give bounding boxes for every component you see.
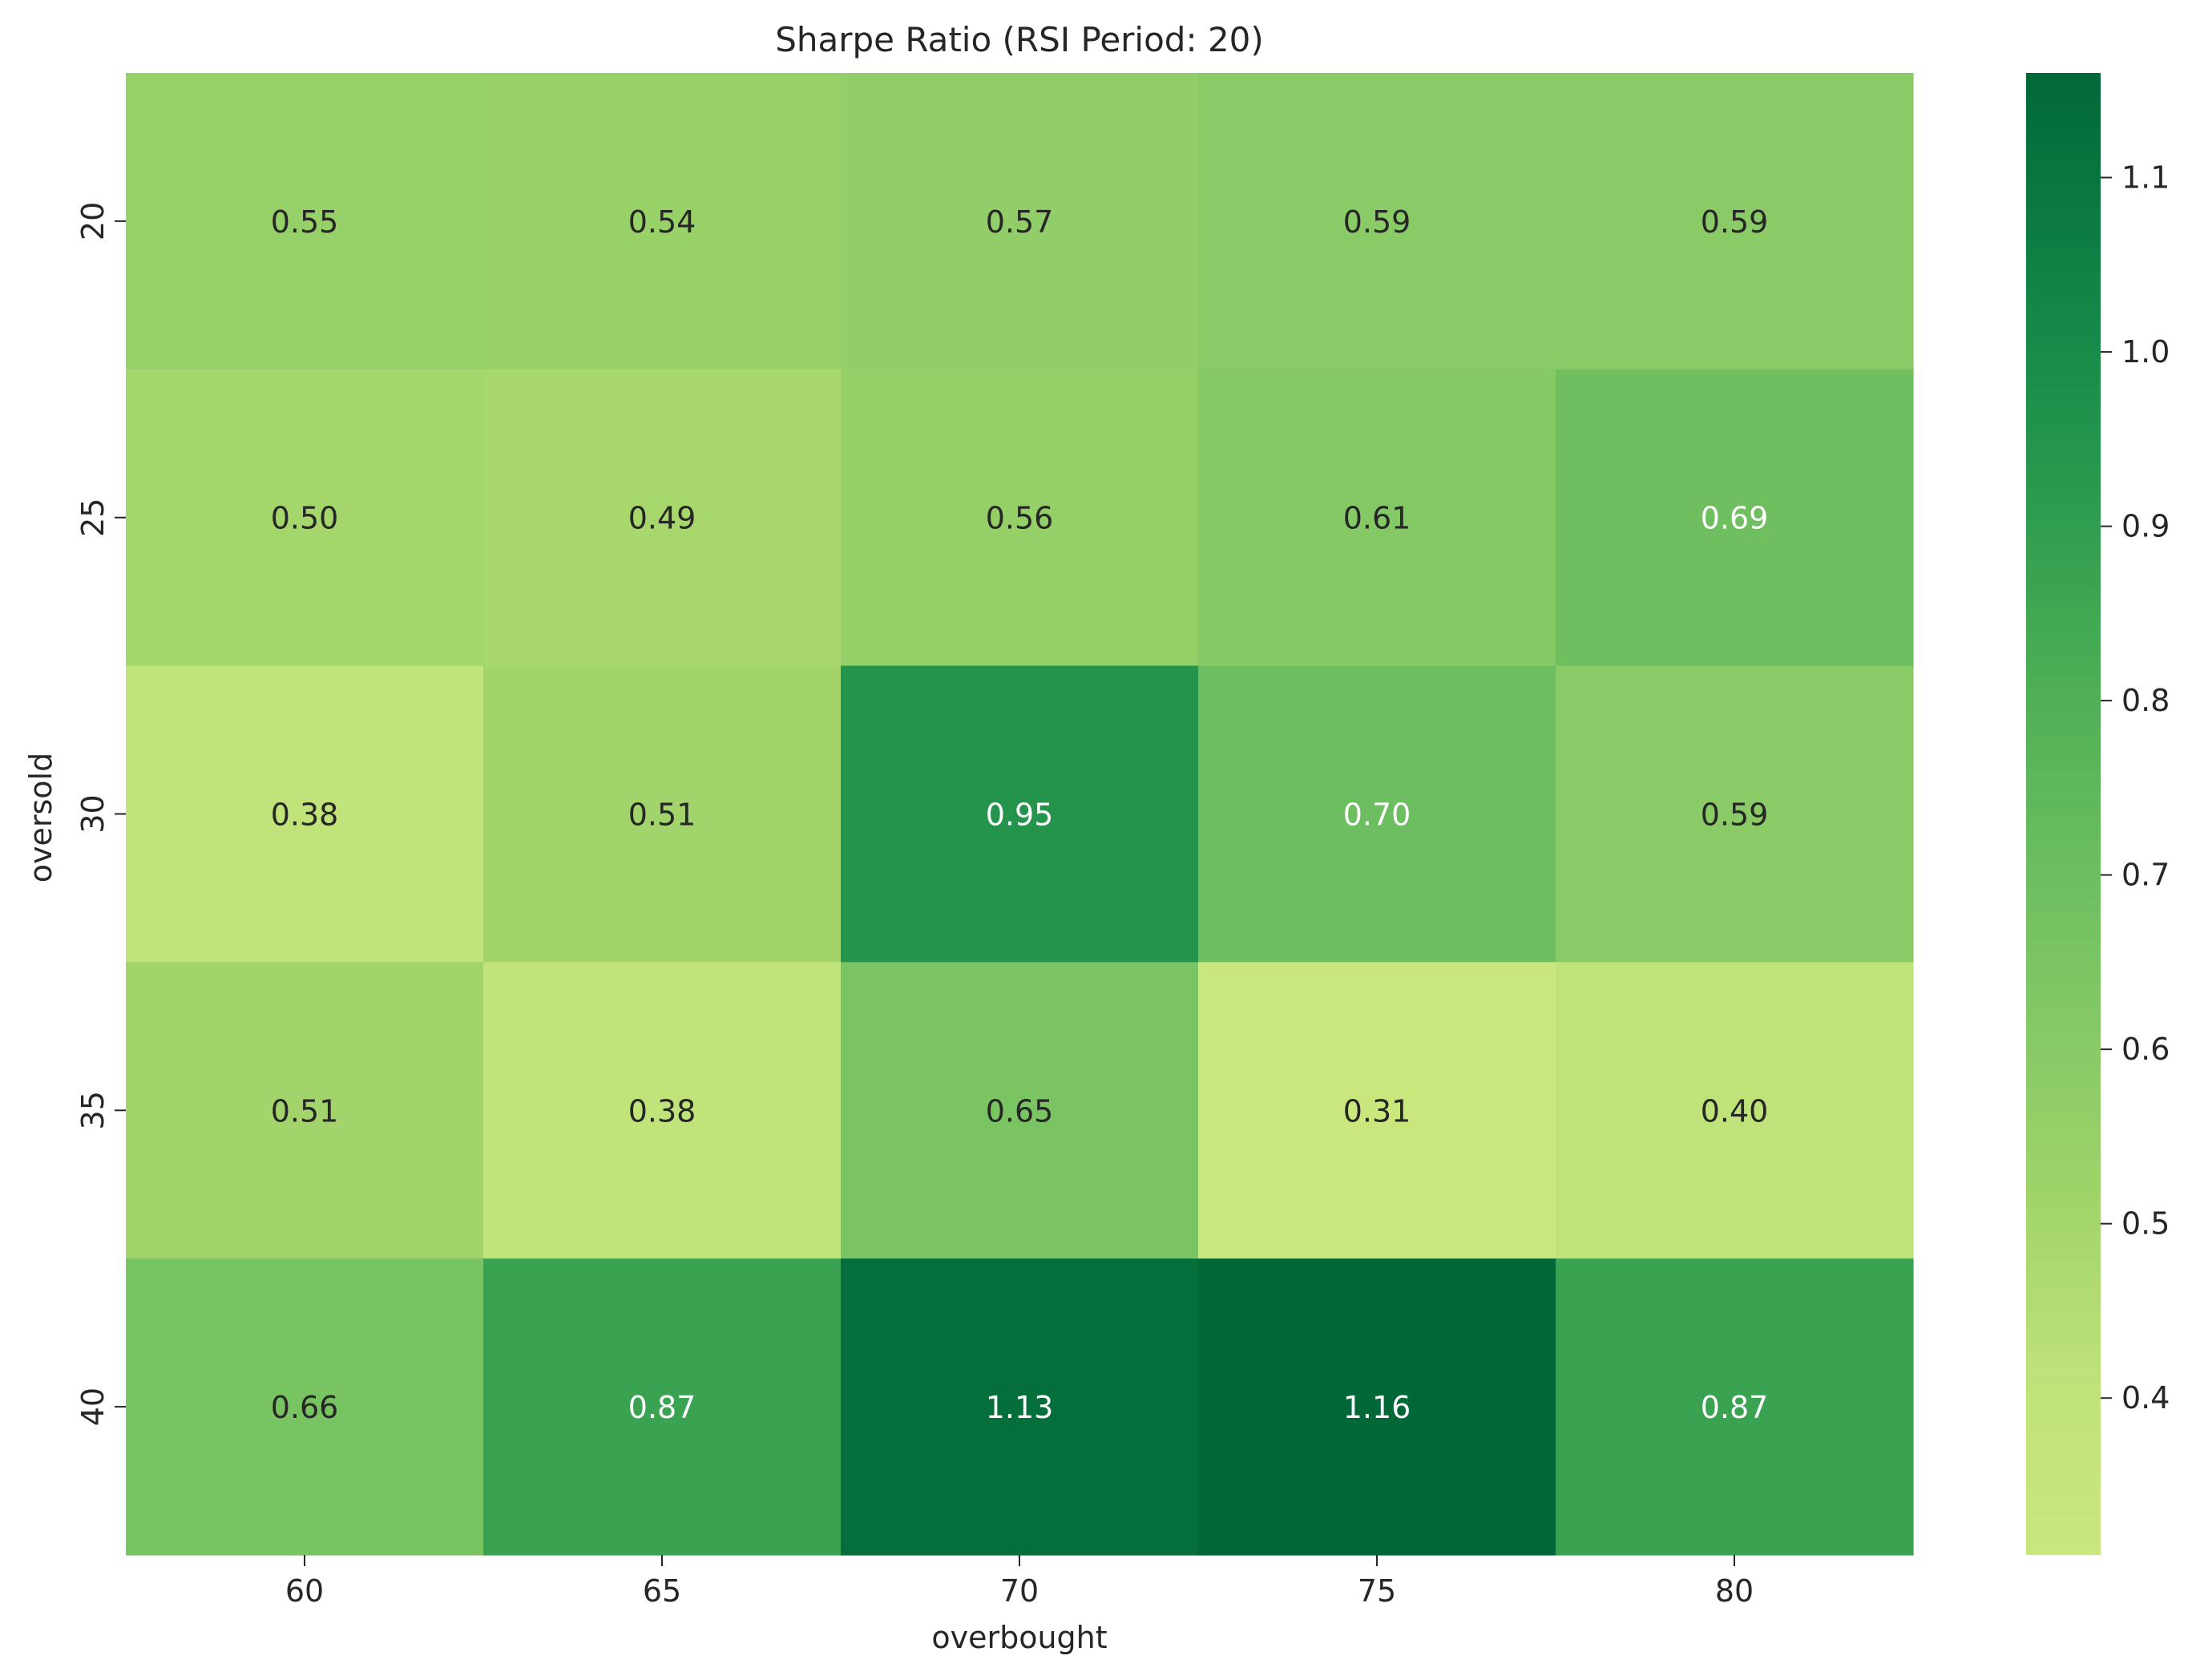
heatmap-cell bbox=[841, 665, 1199, 963]
heatmap-cell bbox=[841, 369, 1199, 667]
heatmap-cell bbox=[1556, 962, 1914, 1259]
heatmap-cell bbox=[483, 73, 842, 370]
colorbar-tick-label: 0.9 bbox=[2121, 509, 2170, 544]
heatmap-cell bbox=[483, 369, 842, 667]
heatmap-cell bbox=[1198, 1258, 1556, 1556]
heatmap-cell bbox=[126, 665, 484, 963]
cell-value-label: 0.61 bbox=[1343, 501, 1411, 536]
cell-value-label: 0.38 bbox=[628, 1093, 696, 1129]
y-axis: 20 25 30 35 40 bbox=[75, 202, 126, 1426]
cell-value-label: 0.95 bbox=[986, 798, 1054, 833]
cell-value-label: 0.59 bbox=[1701, 204, 1769, 240]
cell-value-label: 0.59 bbox=[1343, 204, 1411, 240]
heatmap-cell bbox=[1198, 962, 1556, 1259]
cell-value-label: 0.87 bbox=[1701, 1390, 1769, 1425]
y-tick-label: 30 bbox=[75, 794, 111, 833]
y-tick-label: 20 bbox=[75, 202, 111, 240]
heatmap-cell bbox=[1556, 73, 1914, 370]
heatmap-cell bbox=[1556, 369, 1914, 667]
heatmap-cell bbox=[1198, 73, 1556, 370]
heatmap-cell bbox=[1556, 665, 1914, 963]
colorbar-tick-label: 1.0 bbox=[2121, 334, 2170, 370]
cell-annotations: 0.55 0.54 0.57 0.59 0.59 0.50 0.49 0.56 0.61 0.69… bbox=[271, 204, 1769, 1425]
heatmap-cell bbox=[841, 1258, 1199, 1556]
heatmap-cell bbox=[841, 962, 1199, 1259]
chart-title: Sharpe Ratio (RSI Period: 20) bbox=[775, 20, 1264, 59]
cell-value-label: 0.87 bbox=[628, 1390, 696, 1425]
colorbar-gradient bbox=[2026, 73, 2101, 1555]
cell-value-label: 0.38 bbox=[271, 798, 339, 833]
cell-value-label: 0.50 bbox=[271, 501, 339, 536]
cell-value-label: 0.49 bbox=[628, 501, 696, 536]
y-tick-label: 35 bbox=[75, 1091, 111, 1129]
x-tick-label: 60 bbox=[285, 1573, 324, 1609]
x-axis-label: overbought bbox=[931, 1620, 1107, 1655]
heatmap-cell bbox=[483, 1258, 842, 1556]
heatmap-cell bbox=[1198, 665, 1556, 963]
cell-value-label: 0.57 bbox=[986, 204, 1054, 240]
cell-value-label: 0.51 bbox=[628, 798, 696, 833]
cell-value-label: 0.56 bbox=[986, 501, 1054, 536]
x-tick-label: 80 bbox=[1715, 1573, 1754, 1609]
heatmap-cell bbox=[126, 369, 484, 667]
colorbar-tick-label: 0.5 bbox=[2121, 1206, 2170, 1242]
cell-value-label: 1.16 bbox=[1343, 1390, 1411, 1425]
colorbar: 0.4 0.5 0.6 0.7 0.8 0.9 1.0 1.1 bbox=[2026, 73, 2170, 1555]
cell-value-label: 0.55 bbox=[271, 204, 339, 240]
cell-value-label: 0.66 bbox=[271, 1390, 339, 1425]
cell-value-label: 0.51 bbox=[271, 1093, 339, 1129]
colorbar-tick-label: 1.1 bbox=[2121, 160, 2170, 196]
x-axis: 60 65 70 75 80 bbox=[285, 1555, 1754, 1609]
y-tick-label: 25 bbox=[75, 499, 111, 537]
colorbar-tick-label: 0.6 bbox=[2121, 1032, 2170, 1067]
y-axis-label: oversold bbox=[23, 753, 59, 882]
x-tick-label: 70 bbox=[1000, 1573, 1039, 1609]
colorbar-tick-label: 0.8 bbox=[2121, 683, 2170, 718]
cell-value-label: 0.31 bbox=[1343, 1093, 1411, 1129]
cell-value-label: 0.54 bbox=[628, 204, 696, 240]
heatmap-cell bbox=[483, 962, 842, 1259]
heatmap-cell bbox=[841, 73, 1199, 370]
cell-value-label: 0.40 bbox=[1701, 1093, 1769, 1129]
heatmap-cells bbox=[126, 73, 1914, 1556]
cell-value-label: 0.70 bbox=[1343, 798, 1411, 833]
cell-value-label: 0.65 bbox=[986, 1093, 1054, 1129]
heatmap-cell bbox=[126, 962, 484, 1259]
heatmap-cell bbox=[126, 1258, 484, 1556]
heatmap-cell bbox=[1556, 1258, 1914, 1556]
colorbar-tick-label: 0.7 bbox=[2121, 858, 2170, 893]
heatmap-cell bbox=[126, 73, 484, 370]
cell-value-label: 1.13 bbox=[986, 1390, 1054, 1425]
heatmap-cell bbox=[483, 665, 842, 963]
y-tick-label: 40 bbox=[75, 1387, 111, 1426]
x-tick-label: 75 bbox=[1358, 1573, 1396, 1609]
cell-value-label: 0.59 bbox=[1701, 798, 1769, 833]
x-tick-label: 65 bbox=[643, 1573, 681, 1609]
heatmap-cell bbox=[1198, 369, 1556, 667]
cell-value-label: 0.69 bbox=[1701, 501, 1769, 536]
colorbar-tick-label: 0.4 bbox=[2121, 1380, 2170, 1415]
